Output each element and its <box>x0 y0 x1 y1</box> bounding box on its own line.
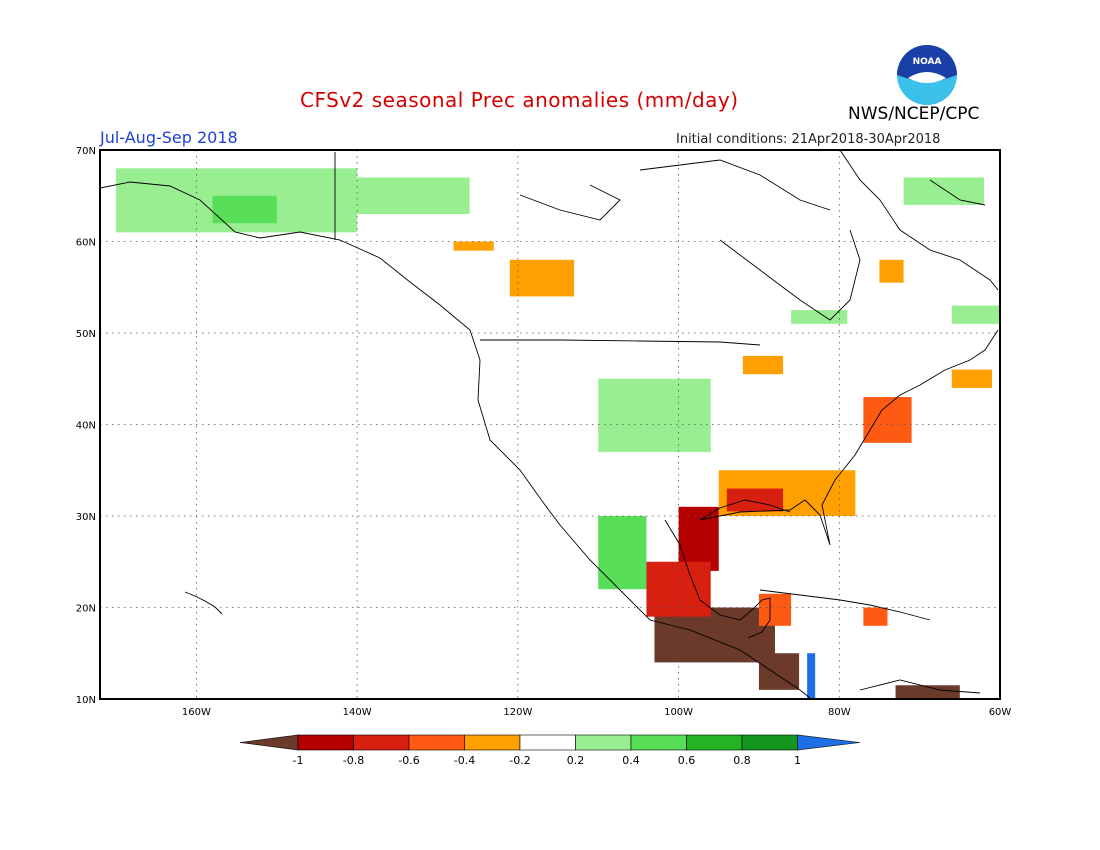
anomaly-region-quebec <box>879 259 904 283</box>
legend-swatch <box>297 734 354 751</box>
lat-tick-label: 30N <box>76 512 96 523</box>
legend-arrow-high <box>797 734 861 751</box>
lon-tick-label: 100W <box>664 707 693 718</box>
lon-tick-label: 160W <box>182 707 211 718</box>
legend-swatch <box>408 734 465 751</box>
lon-tick-label: 140W <box>343 707 372 718</box>
anomaly-region-canada-west <box>509 259 575 297</box>
lon-tick-label: 60W <box>989 707 1012 718</box>
anomaly-region-hudson-east <box>791 310 848 324</box>
anomaly-region-nova-scotia <box>951 369 992 388</box>
anomaly-region-mexico-west <box>598 516 647 590</box>
legend-arrow-low <box>239 734 299 751</box>
legend-swatch <box>575 734 632 751</box>
color-legend: -1 -0.8 -0.6 -0.4 -0.2 0.2 0.4 0.6 0.8 1 <box>239 734 861 767</box>
anomaly-region-panama-blue <box>807 653 816 699</box>
anomaly-region-texas <box>678 506 719 571</box>
chart-title: CFSv2 seasonal Prec anomalies (mm/day) <box>300 88 739 112</box>
lat-tick-label: 40N <box>76 421 96 432</box>
legend-label: -0.8 <box>343 754 364 767</box>
forecast-period: Jul-Aug-Sep 2018 <box>100 128 238 147</box>
lon-tick-label: 80W <box>828 707 851 718</box>
legend-swatch <box>353 734 410 751</box>
anomaly-region-canada-west-2 <box>453 241 494 251</box>
anomaly-region-baffin <box>903 177 984 205</box>
anomaly-region-labrador <box>951 305 1000 324</box>
anomaly-region-mid-atlantic <box>863 397 912 443</box>
lon-tick-label: 120W <box>503 707 532 718</box>
noaa-logo: NOAA <box>897 45 957 105</box>
lat-tick-label: 20N <box>76 604 96 615</box>
anomaly-region-yucatan <box>758 593 792 626</box>
legend-label: -0.4 <box>454 754 475 767</box>
anomaly-region-alaska-core <box>212 195 277 224</box>
legend-swatch <box>741 734 798 751</box>
graticule <box>100 150 1001 699</box>
noaa-logo-text: NOAA <box>913 57 942 67</box>
anomaly-region-great-plains <box>598 378 711 452</box>
anomaly-region-central-america <box>758 653 800 690</box>
initial-conditions: Initial conditions: 21Apr2018-30Apr2018 <box>676 132 941 147</box>
anomaly-region-venezuela <box>895 685 960 699</box>
anomaly-region-yukon <box>316 177 470 215</box>
map-frame <box>99 149 1001 700</box>
legend-label: 1 <box>794 754 801 767</box>
anomaly-region-upper-midwest <box>742 355 784 375</box>
coastlines <box>99 149 999 699</box>
legend-label: 0.6 <box>678 754 696 767</box>
legend-swatch <box>630 734 687 751</box>
anomaly-region-cuba-east <box>863 607 888 626</box>
legend-swatch <box>519 734 576 751</box>
legend-label: 0.4 <box>622 754 640 767</box>
legend-label: 0.8 <box>733 754 751 767</box>
lat-tick-label: 70N <box>76 146 96 157</box>
lat-tick-label: 60N <box>76 238 96 249</box>
lat-tick-label: 10N <box>76 695 96 706</box>
legend-swatch <box>464 734 521 751</box>
lat-tick-label: 50N <box>76 329 96 340</box>
legend-swatch <box>686 734 743 751</box>
legend-label: -0.2 <box>509 754 530 767</box>
legend-label: -1 <box>293 754 304 767</box>
axis-ticks: 160W 140W 120W 100W 80W 60W 10N 20N 30N 40N 50N 60N… <box>76 146 1012 718</box>
legend-label: -0.6 <box>398 754 419 767</box>
agency-label: NWS/NCEP/CPC <box>848 104 980 124</box>
anomaly-region-gulf-coast-red <box>726 488 784 512</box>
legend-label: 0.2 <box>567 754 585 767</box>
